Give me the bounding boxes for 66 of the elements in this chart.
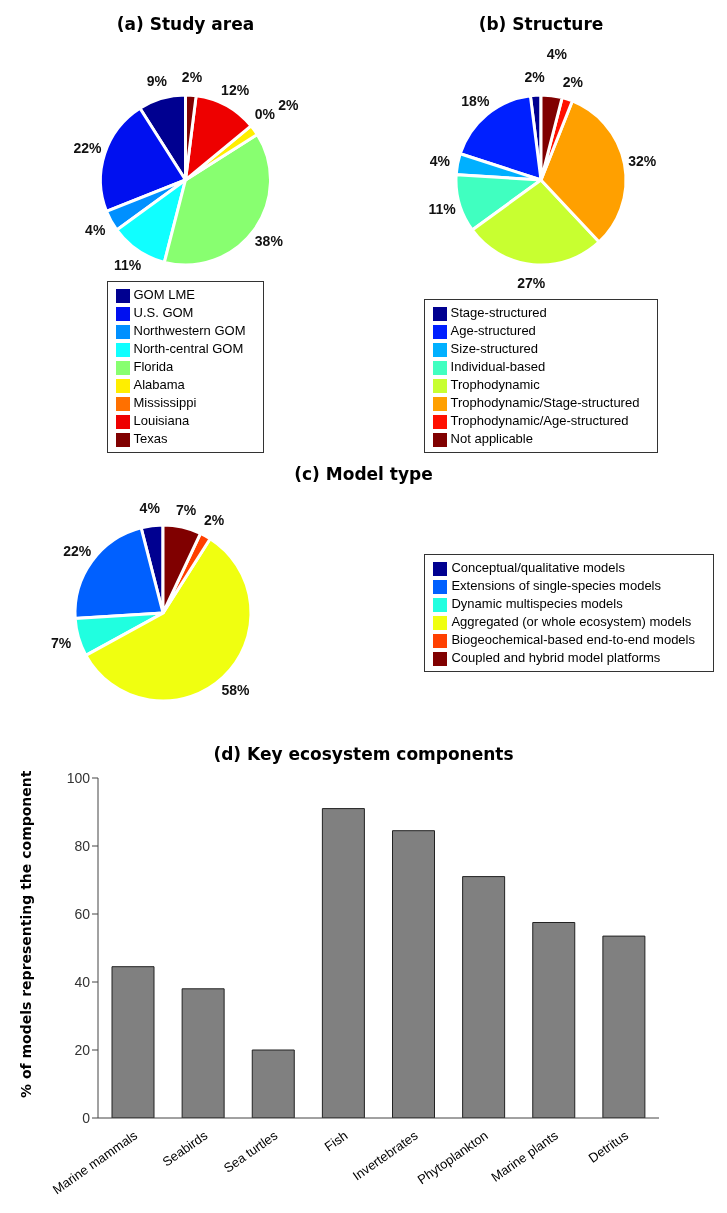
legend-label: Trophodynamic (450, 377, 540, 392)
y-tick-label: 0 (82, 1109, 91, 1126)
data-label: 7% (176, 501, 197, 518)
bar (392, 830, 435, 1118)
data-label: 12% (221, 81, 250, 98)
legend-label: Alabama (133, 377, 185, 392)
chart-title: (b) Structure (477, 14, 605, 34)
legend-label: Northwestern GOM (133, 323, 246, 338)
legend-label: Size-structured (450, 341, 538, 356)
bar (462, 876, 506, 1118)
data-label: 4% (139, 499, 161, 516)
y-tick-label: 60 (74, 905, 91, 922)
y-axis-title: % of models representing the component (17, 770, 34, 1098)
data-label: 32% (628, 152, 657, 169)
legend-label: GOM LME (133, 287, 195, 302)
data-label: 7% (51, 634, 72, 651)
legend-label: Age-structured (450, 323, 536, 338)
data-label: 2% (203, 512, 225, 529)
bar (111, 966, 155, 1118)
data-label: 9% (146, 73, 168, 90)
bar (181, 988, 225, 1118)
data-label: 18% (461, 92, 490, 109)
chart-title: (d) Key ecosystem components (212, 744, 515, 764)
legend-label: Individual-based (450, 359, 546, 374)
bar (532, 922, 576, 1118)
chart-title: (a) Study area (115, 14, 256, 34)
chart-title: (c) Model type (293, 464, 434, 484)
data-label: 38% (254, 232, 284, 249)
legend-label: Conceptual/qualitative models (451, 560, 625, 575)
legend-label: North-central GOM (133, 341, 244, 356)
data-label: 22% (63, 542, 92, 559)
bar (602, 935, 646, 1118)
legend-label: U.S. GOM (133, 305, 194, 320)
legend-label: Biogeochemical-based end-to-end models (451, 632, 695, 647)
data-label: 2% (278, 97, 299, 114)
data-label: 2% (562, 74, 584, 91)
legend-label: Aggregated (or whole ecosystem) models (451, 614, 692, 629)
x-tick-label: Fish (321, 1127, 351, 1155)
y-tick-label: 20 (74, 1041, 91, 1058)
data-label: 4% (546, 46, 568, 62)
data-label: 11% (428, 200, 457, 217)
legend-label: Mississippi (133, 395, 197, 410)
legend-label: Coupled and hybrid model platforms (451, 650, 661, 665)
legend-label: Stage-structured (450, 305, 547, 320)
data-label: 2% (524, 69, 546, 86)
legend-label: Florida (133, 359, 174, 374)
data-label: 4% (429, 152, 451, 169)
y-tick-label: 100 (66, 769, 91, 786)
bar (321, 808, 365, 1118)
legend-label: Louisiana (133, 413, 190, 428)
bar (251, 1049, 295, 1118)
legend-label: Texas (133, 431, 168, 446)
data-label: 11% (113, 257, 142, 274)
data-label: 2% (181, 69, 203, 86)
y-tick-label: 40 (74, 973, 91, 990)
text: 0% (254, 106, 275, 123)
data-label: 4% (85, 221, 106, 238)
legend-label: Dynamic multispecies models (451, 596, 623, 611)
data-label: 22% (73, 140, 103, 157)
data-label: 27% (517, 274, 546, 291)
y-tick-label: 80 (74, 837, 91, 854)
data-label: 58% (221, 682, 251, 699)
legend-label: Not applicable (450, 431, 533, 446)
legend-label: Trophodynamic/Age-structured (450, 413, 629, 428)
legend-label: Trophodynamic/Stage-structured (450, 395, 640, 410)
legend-label: Extensions of single-species models (451, 578, 662, 593)
